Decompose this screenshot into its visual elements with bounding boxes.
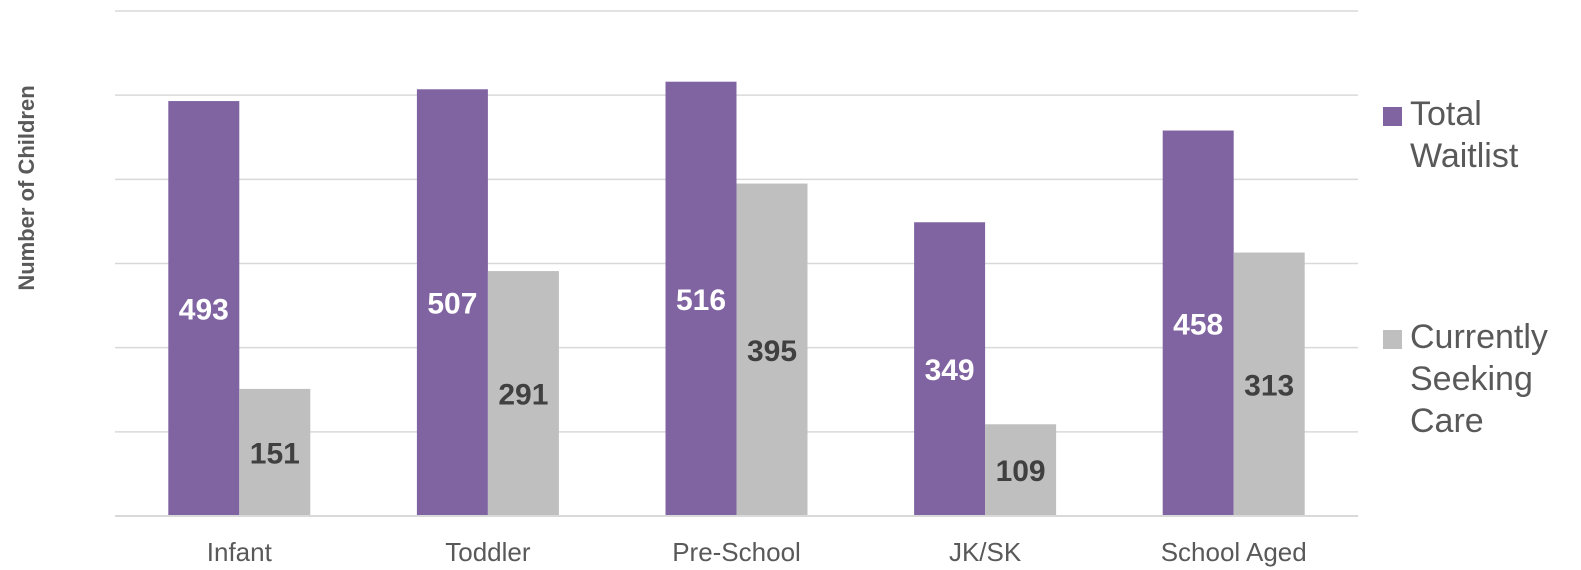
bar-total-waitlist xyxy=(168,101,240,516)
bar-currently-seeking-care xyxy=(1233,252,1305,516)
bar-currently-seeking-care xyxy=(239,388,311,516)
data-label: 493 xyxy=(179,294,229,327)
bar-currently-seeking-care xyxy=(487,271,559,516)
data-label: 395 xyxy=(747,335,797,368)
bars xyxy=(168,81,1305,517)
x-axis-ticks: Infant Toddler Pre-School JK/SK School Aged xyxy=(207,537,1307,567)
bar-total-waitlist xyxy=(1162,130,1234,516)
bar-total-waitlist xyxy=(416,89,488,517)
x-tick-label: Pre-School xyxy=(672,537,801,567)
x-tick-label: Toddler xyxy=(445,537,531,567)
legend-swatch xyxy=(1383,330,1402,349)
bar-total-waitlist xyxy=(665,81,737,516)
y-axis-label: Number of Children xyxy=(14,85,39,290)
legend: Total Waitlist Currently Seeking Care xyxy=(1383,95,1548,440)
data-label: 516 xyxy=(676,284,726,317)
legend-label: Total xyxy=(1410,95,1482,133)
legend-label: Currently xyxy=(1410,318,1548,356)
bar-currently-seeking-care xyxy=(985,424,1057,516)
legend-label: Care xyxy=(1410,402,1484,440)
legend-label: Seeking xyxy=(1410,360,1533,398)
data-label: 349 xyxy=(925,354,975,387)
data-label: 507 xyxy=(427,288,477,321)
bar-currently-seeking-care xyxy=(736,183,808,516)
data-label: 109 xyxy=(996,455,1046,488)
data-label: 458 xyxy=(1173,308,1223,341)
x-tick-label: JK/SK xyxy=(949,537,1022,567)
bar-total-waitlist xyxy=(914,222,986,516)
data-label: 151 xyxy=(250,437,300,470)
data-label: 313 xyxy=(1244,369,1294,402)
legend-swatch xyxy=(1383,107,1402,126)
x-tick-label: School Aged xyxy=(1161,537,1307,567)
x-tick-label: Infant xyxy=(207,537,273,567)
legend-label: Waitlist xyxy=(1410,137,1519,175)
data-label: 291 xyxy=(498,379,548,412)
data-labels: 493 151 507 291 516 395 349 109 458 313 xyxy=(179,284,1294,488)
